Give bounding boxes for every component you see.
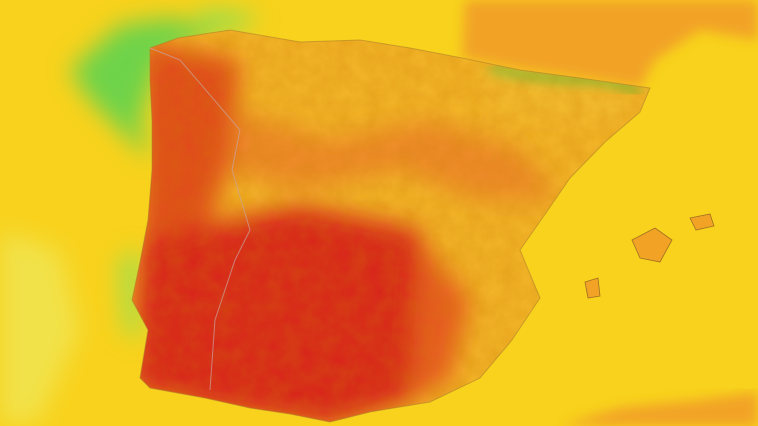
north-africa [560,392,758,426]
france [462,0,758,88]
coastline [131,29,651,423]
border [149,47,251,391]
balearic-islands [584,213,715,299]
cool-sea-zones [0,10,260,426]
